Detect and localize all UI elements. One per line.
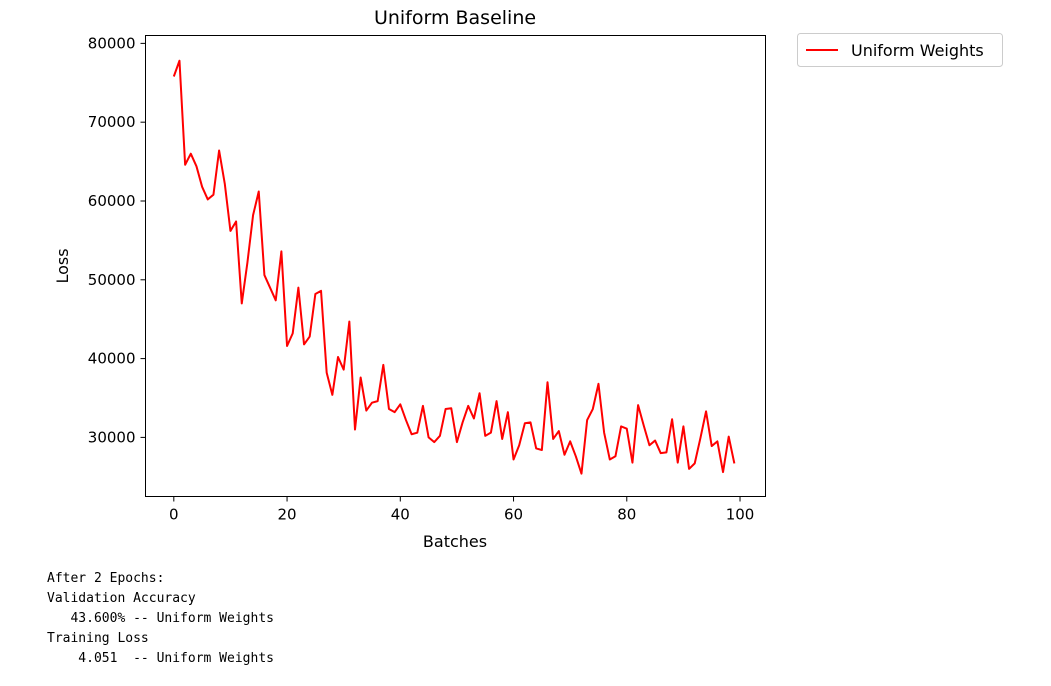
notes-line-1: After 2 Epochs: — [47, 571, 165, 586]
legend-box — [797, 33, 1003, 67]
notes-line-4: Training Loss — [47, 631, 149, 646]
y-tick-label: 60000 — [88, 192, 136, 210]
legend: Uniform Weights — [797, 33, 1003, 67]
x-tick-label: 40 — [391, 506, 410, 524]
notes-line-3: 43.600% -- Uniform Weights — [47, 611, 274, 626]
y-axis-ticks: 30000 40000 50000 60000 70000 80000 — [88, 34, 146, 446]
y-tick-label: 30000 — [88, 428, 136, 446]
y-tick-label: 40000 — [88, 350, 136, 368]
x-tick-label: 100 — [726, 506, 755, 524]
x-tick-label: 0 — [169, 506, 179, 524]
x-axis-label: Batches — [423, 532, 487, 551]
y-tick-label: 70000 — [88, 113, 136, 131]
chart-figure: Uniform Baseline 0 20 40 60 80 100 30000 40000… — [53, 7, 1003, 551]
notes-line-2: Validation Accuracy — [47, 591, 196, 606]
series-line — [172, 59, 736, 475]
x-tick-label: 60 — [504, 506, 523, 524]
plot-area — [145, 35, 766, 497]
y-tick-label: 50000 — [88, 271, 136, 289]
x-tick-label: 20 — [278, 506, 297, 524]
y-tick-label: 80000 — [88, 34, 136, 52]
series-layer — [172, 59, 736, 475]
chart-title: Uniform Baseline — [374, 7, 536, 29]
x-tick-label: 80 — [617, 506, 636, 524]
y-axis-label: Loss — [53, 248, 72, 283]
notes-line-5: 4.051 -- Uniform Weights — [47, 651, 274, 666]
x-axis-ticks: 0 20 40 60 80 100 — [169, 496, 755, 524]
legend-label: Uniform Weights — [851, 41, 984, 60]
